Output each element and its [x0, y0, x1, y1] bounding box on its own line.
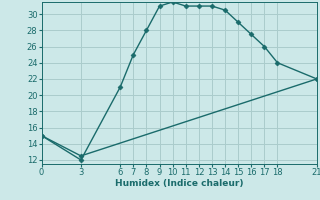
X-axis label: Humidex (Indice chaleur): Humidex (Indice chaleur) — [115, 179, 244, 188]
